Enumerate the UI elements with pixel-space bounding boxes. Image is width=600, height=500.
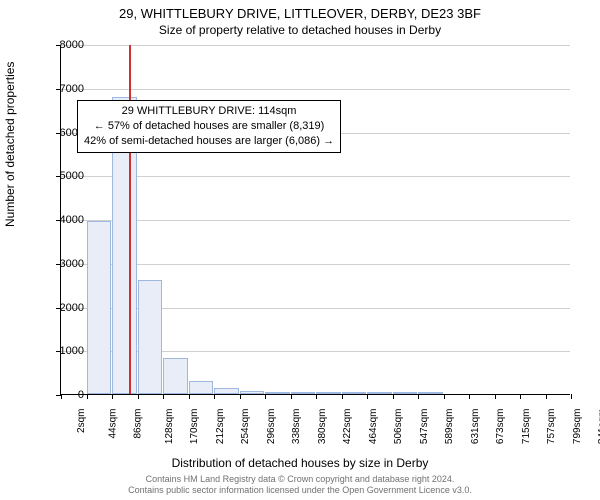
x-tick-label: 380sqm <box>317 409 328 445</box>
x-tick <box>393 394 394 399</box>
x-tick <box>546 394 547 399</box>
x-tick-label: 799sqm <box>572 409 583 445</box>
chart-container: 29, WHITTLEBURY DRIVE, LITTLEOVER, DERBY… <box>0 0 600 500</box>
x-tick <box>163 394 164 399</box>
annotation-callout: 29 WHITTLEBURY DRIVE: 114sqm ← 57% of de… <box>77 100 341 153</box>
x-tick <box>316 394 317 399</box>
annotation-line-3: 42% of semi-detached houses are larger (… <box>84 134 334 149</box>
reference-line <box>129 45 131 394</box>
x-tick-label: 86sqm <box>133 409 144 439</box>
histogram-bar <box>367 392 392 394</box>
histogram-bar <box>393 392 418 394</box>
chart-title: 29, WHITTLEBURY DRIVE, LITTLEOVER, DERBY… <box>0 0 600 21</box>
x-tick <box>495 394 496 399</box>
histogram-bar <box>342 392 367 394</box>
y-axis-label: Number of detached properties <box>3 62 17 227</box>
x-tick-label: 547sqm <box>419 409 430 445</box>
chart-subtitle: Size of property relative to detached ho… <box>0 21 600 37</box>
x-tick <box>469 394 470 399</box>
plot-area: 29 WHITTLEBURY DRIVE: 114sqm ← 57% of de… <box>60 45 570 395</box>
annotation-line-2: ← 57% of detached houses are smaller (8,… <box>84 119 334 134</box>
x-tick-label: 338sqm <box>291 409 302 445</box>
x-tick-label: 757sqm <box>546 409 557 445</box>
grid-line <box>61 45 570 46</box>
x-tick <box>265 394 266 399</box>
x-tick <box>291 394 292 399</box>
x-tick-label: 631sqm <box>470 409 481 445</box>
x-tick <box>571 394 572 399</box>
y-tick-label: 4000 <box>44 214 84 226</box>
histogram-bar <box>189 381 214 394</box>
x-tick <box>418 394 419 399</box>
x-tick-label: 422sqm <box>342 409 353 445</box>
x-tick <box>87 394 88 399</box>
x-tick-label: 589sqm <box>444 409 455 445</box>
y-tick-label: 3000 <box>44 258 84 270</box>
histogram-bar <box>265 392 290 394</box>
histogram-bar <box>291 392 316 394</box>
histogram-bar <box>316 392 341 394</box>
x-tick <box>240 394 241 399</box>
grid-line <box>61 264 570 265</box>
x-axis-label: Distribution of detached houses by size … <box>0 456 600 470</box>
x-tick-label: 715sqm <box>521 409 532 445</box>
histogram-bar <box>87 221 112 394</box>
histogram-bar <box>418 392 443 394</box>
grid-line <box>61 89 570 90</box>
y-tick-label: 2000 <box>44 302 84 314</box>
histogram-bar <box>163 358 188 394</box>
x-tick <box>214 394 215 399</box>
y-tick-label: 0 <box>44 389 84 401</box>
y-tick-label: 8000 <box>44 39 84 51</box>
histogram-bar <box>138 280 163 394</box>
x-tick-label: 2sqm <box>76 409 87 433</box>
x-tick <box>189 394 190 399</box>
y-tick-label: 1000 <box>44 345 84 357</box>
x-tick-label: 464sqm <box>368 409 379 445</box>
x-tick-label: 254sqm <box>240 409 251 445</box>
footer-line-1: Contains HM Land Registry data © Crown c… <box>0 474 600 485</box>
y-tick-label: 5000 <box>44 170 84 182</box>
histogram-bar <box>214 388 239 394</box>
grid-line <box>61 176 570 177</box>
annotation-line-1: 29 WHITTLEBURY DRIVE: 114sqm <box>84 104 334 119</box>
x-tick-label: 673sqm <box>495 409 506 445</box>
grid-line <box>61 220 570 221</box>
x-tick-label: 296sqm <box>266 409 277 445</box>
x-tick-label: 170sqm <box>189 409 200 445</box>
x-tick-label: 44sqm <box>107 409 118 439</box>
histogram-bar <box>240 391 265 395</box>
x-tick-label: 212sqm <box>215 409 226 445</box>
x-tick-label: 506sqm <box>393 409 404 445</box>
footer-line-2: Contains public sector information licen… <box>0 485 600 496</box>
x-tick <box>367 394 368 399</box>
x-tick <box>342 394 343 399</box>
x-tick-label: 128sqm <box>164 409 175 445</box>
y-tick-label: 7000 <box>44 83 84 95</box>
x-tick <box>444 394 445 399</box>
footer-attribution: Contains HM Land Registry data © Crown c… <box>0 474 600 497</box>
x-tick <box>138 394 139 399</box>
x-tick <box>520 394 521 399</box>
x-tick <box>112 394 113 399</box>
